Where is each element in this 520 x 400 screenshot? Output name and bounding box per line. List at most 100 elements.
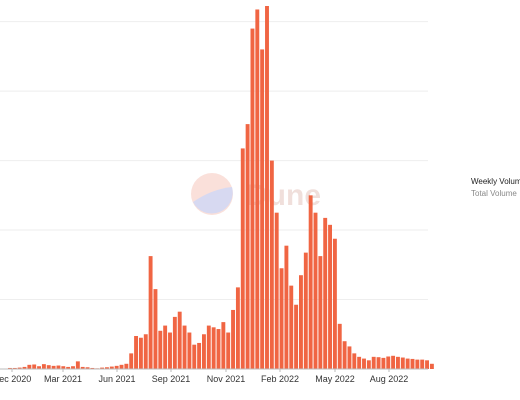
bar[interactable] (299, 275, 303, 369)
bar[interactable] (396, 356, 400, 369)
bar[interactable] (420, 359, 425, 369)
bar[interactable] (211, 327, 216, 369)
bar[interactable] (182, 325, 187, 369)
bar[interactable] (85, 367, 90, 369)
bar[interactable] (391, 355, 396, 369)
bar[interactable] (143, 334, 148, 369)
bar[interactable] (357, 356, 362, 369)
bar[interactable] (250, 28, 255, 370)
x-tick-label: Aug 2022 (370, 374, 409, 384)
bar[interactable] (8, 367, 12, 369)
bar[interactable] (366, 360, 371, 369)
gridlines (0, 21, 428, 301)
bar[interactable] (342, 341, 347, 369)
bar[interactable] (376, 357, 381, 369)
bar[interactable] (138, 337, 143, 369)
bar[interactable] (294, 304, 299, 369)
bar[interactable] (75, 361, 80, 369)
bar[interactable] (32, 364, 37, 369)
bar[interactable] (265, 6, 269, 369)
bar[interactable] (425, 360, 429, 369)
bar[interactable] (37, 366, 41, 369)
bar[interactable] (231, 309, 235, 369)
bar[interactable] (71, 366, 75, 369)
bar[interactable] (279, 268, 284, 369)
bar[interactable] (100, 367, 105, 369)
bar[interactable] (41, 364, 46, 369)
bar[interactable] (226, 332, 231, 369)
bar[interactable] (163, 325, 168, 369)
bar[interactable] (148, 256, 153, 369)
bars (8, 6, 434, 370)
x-tick-label: Dec 2020 (0, 374, 31, 384)
bar[interactable] (129, 353, 134, 369)
bar[interactable] (12, 367, 17, 369)
bar[interactable] (347, 346, 352, 369)
bar[interactable] (269, 160, 274, 369)
bar[interactable] (197, 342, 202, 369)
bar[interactable] (192, 344, 197, 369)
bar[interactable] (429, 363, 434, 369)
bar[interactable] (352, 353, 357, 369)
x-tick-label: Mar 2021 (44, 374, 82, 384)
bar[interactable] (332, 238, 337, 369)
bar[interactable] (168, 332, 172, 369)
bar[interactable] (124, 363, 129, 369)
bar[interactable] (66, 366, 71, 369)
x-tick-label: Sep 2021 (152, 374, 191, 384)
bar[interactable] (202, 334, 206, 369)
bar[interactable] (206, 325, 211, 369)
legend: Weekly Volume Total Volume (471, 176, 520, 200)
bar[interactable] (284, 245, 289, 369)
x-axis-ticks: Dec 2020 Mar 2021 Jun 2021 Sep 2021 Nov 2021… (0, 369, 408, 384)
bar[interactable] (114, 365, 119, 369)
legend-weekly-volume[interactable]: Weekly Volume (471, 177, 520, 186)
bar[interactable] (172, 316, 177, 369)
bar[interactable] (415, 359, 420, 369)
bar[interactable] (109, 366, 114, 369)
bar[interactable] (274, 212, 279, 369)
bar[interactable] (22, 366, 27, 369)
bar[interactable] (90, 367, 95, 369)
bar[interactable] (158, 330, 163, 369)
bar[interactable] (362, 358, 366, 369)
bar[interactable] (51, 365, 56, 369)
bar[interactable] (235, 287, 240, 369)
bar[interactable] (17, 367, 22, 369)
bar[interactable] (56, 365, 61, 369)
bar[interactable] (134, 336, 138, 369)
bar[interactable] (240, 148, 245, 369)
bar[interactable] (323, 217, 328, 369)
x-tick-label: Jun 2021 (98, 374, 135, 384)
bar[interactable] (400, 357, 405, 369)
bar[interactable] (308, 195, 313, 369)
bar[interactable] (119, 364, 124, 369)
bar[interactable] (46, 365, 51, 369)
bar[interactable] (318, 256, 323, 369)
bar[interactable] (381, 357, 386, 369)
bar[interactable] (216, 329, 221, 369)
bar[interactable] (153, 289, 158, 369)
bar[interactable] (337, 323, 342, 369)
bar[interactable] (80, 366, 85, 369)
bar[interactable] (328, 224, 332, 369)
dune-logo-shade-icon (193, 187, 233, 214)
bar[interactable] (313, 212, 318, 369)
bar[interactable] (177, 311, 182, 369)
bar[interactable] (260, 49, 265, 370)
bar[interactable] (61, 366, 66, 369)
bar[interactable] (405, 358, 410, 369)
bar[interactable] (221, 322, 226, 369)
bar[interactable] (289, 285, 294, 369)
bar[interactable] (105, 367, 109, 369)
bar[interactable] (386, 356, 391, 369)
bar[interactable] (410, 358, 415, 369)
bar[interactable] (187, 332, 192, 369)
legend-total-volume[interactable]: Total Volume (471, 189, 517, 198)
bar[interactable] (371, 356, 376, 369)
bar[interactable] (245, 124, 250, 369)
bar[interactable] (255, 9, 260, 369)
bar[interactable] (27, 364, 32, 369)
bar[interactable] (303, 252, 308, 369)
